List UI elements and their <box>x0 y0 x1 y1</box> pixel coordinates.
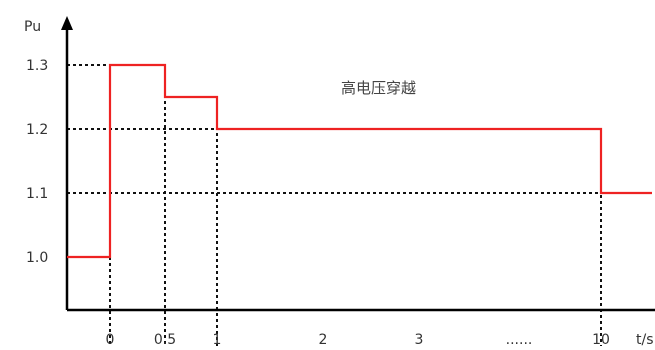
y-axis-arrow <box>61 16 73 30</box>
x-tick-ellipsis: ...... <box>506 332 533 348</box>
x-tick-0: 0 <box>106 332 115 348</box>
series <box>67 63 652 259</box>
x-tick-1: 1 <box>213 332 222 348</box>
x-tick-labels: 0 0.5 1 2 3...... 10 <box>106 332 610 348</box>
series-line-0 <box>67 63 652 259</box>
y-tick-1_1: 1.1 <box>26 186 48 202</box>
y-tick-1_3: 1.3 <box>26 58 48 74</box>
x-tick-3: 3 <box>415 332 424 348</box>
axes <box>61 16 655 312</box>
y-axis-label: Pu <box>24 19 41 35</box>
y-tick-1_0: 1.0 <box>26 250 48 266</box>
chart-title: 高电压穿越 <box>341 79 416 97</box>
x-tick-0_5: 0.5 <box>154 332 176 348</box>
reference-lines <box>67 64 602 346</box>
x-tick-10: 10 <box>592 332 610 348</box>
y-tick-labels: 1.0 1.1 1.2 1.3 <box>26 58 48 266</box>
y-tick-1_2: 1.2 <box>26 122 48 138</box>
x-tick-2: 2 <box>319 332 328 348</box>
x-axis-label: t/s <box>636 332 654 348</box>
